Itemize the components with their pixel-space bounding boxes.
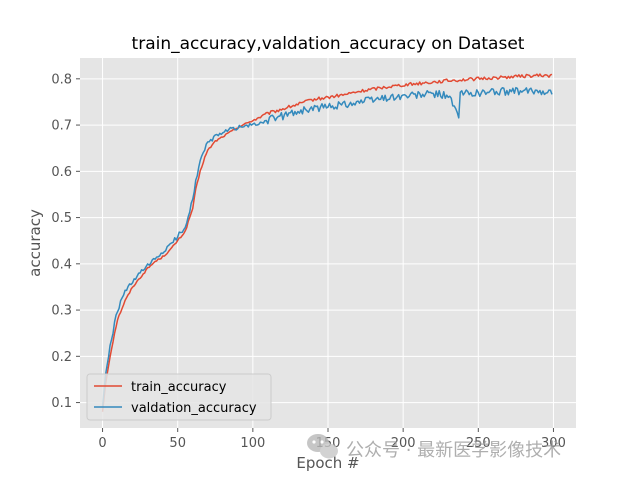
series-line-train-accuracy — [101, 73, 553, 412]
y-axis-label: accuracy — [26, 209, 44, 277]
legend-label-valdation-accuracy: valdation_accuracy — [131, 401, 257, 416]
chart-title: train_accuracy,valdation_accuracy on Dat… — [132, 34, 525, 54]
y-tick-label: 0.3 — [51, 304, 72, 319]
x-tick-label: 300 — [541, 436, 566, 451]
x-tick-label: 50 — [169, 436, 186, 451]
y-tick-label: 0.8 — [51, 72, 72, 87]
watermark-text: 公众号 · 最新医学影像技术 — [346, 440, 561, 461]
y-tick-label: 0.5 — [51, 211, 72, 226]
x-tick-label: 250 — [466, 436, 491, 451]
series-lines — [101, 73, 553, 412]
watermark: 公众号 · 最新医学影像技术 — [307, 434, 561, 461]
y-tick-label: 0.4 — [51, 257, 72, 272]
x-tick-label: 200 — [391, 436, 416, 451]
series-line-valdation-accuracy — [101, 86, 553, 408]
x-tick-label: 0 — [98, 436, 106, 451]
legend: train_accuracy valdation_accuracy — [86, 373, 272, 421]
y-tick-label: 0.6 — [51, 165, 72, 180]
grid-lines — [80, 58, 576, 428]
legend-box — [86, 373, 272, 421]
y-tick-label: 0.2 — [51, 350, 72, 365]
axis-ticks: 0501001502002503000.10.20.30.40.50.60.70… — [51, 72, 566, 451]
y-tick-label: 0.1 — [51, 396, 72, 411]
wechat-icon — [307, 434, 338, 459]
y-tick-label: 0.7 — [51, 119, 72, 134]
legend-label-train-accuracy: train_accuracy — [131, 380, 227, 395]
x-axis-label: Epoch # — [296, 454, 359, 472]
x-tick-label: 100 — [240, 436, 265, 451]
